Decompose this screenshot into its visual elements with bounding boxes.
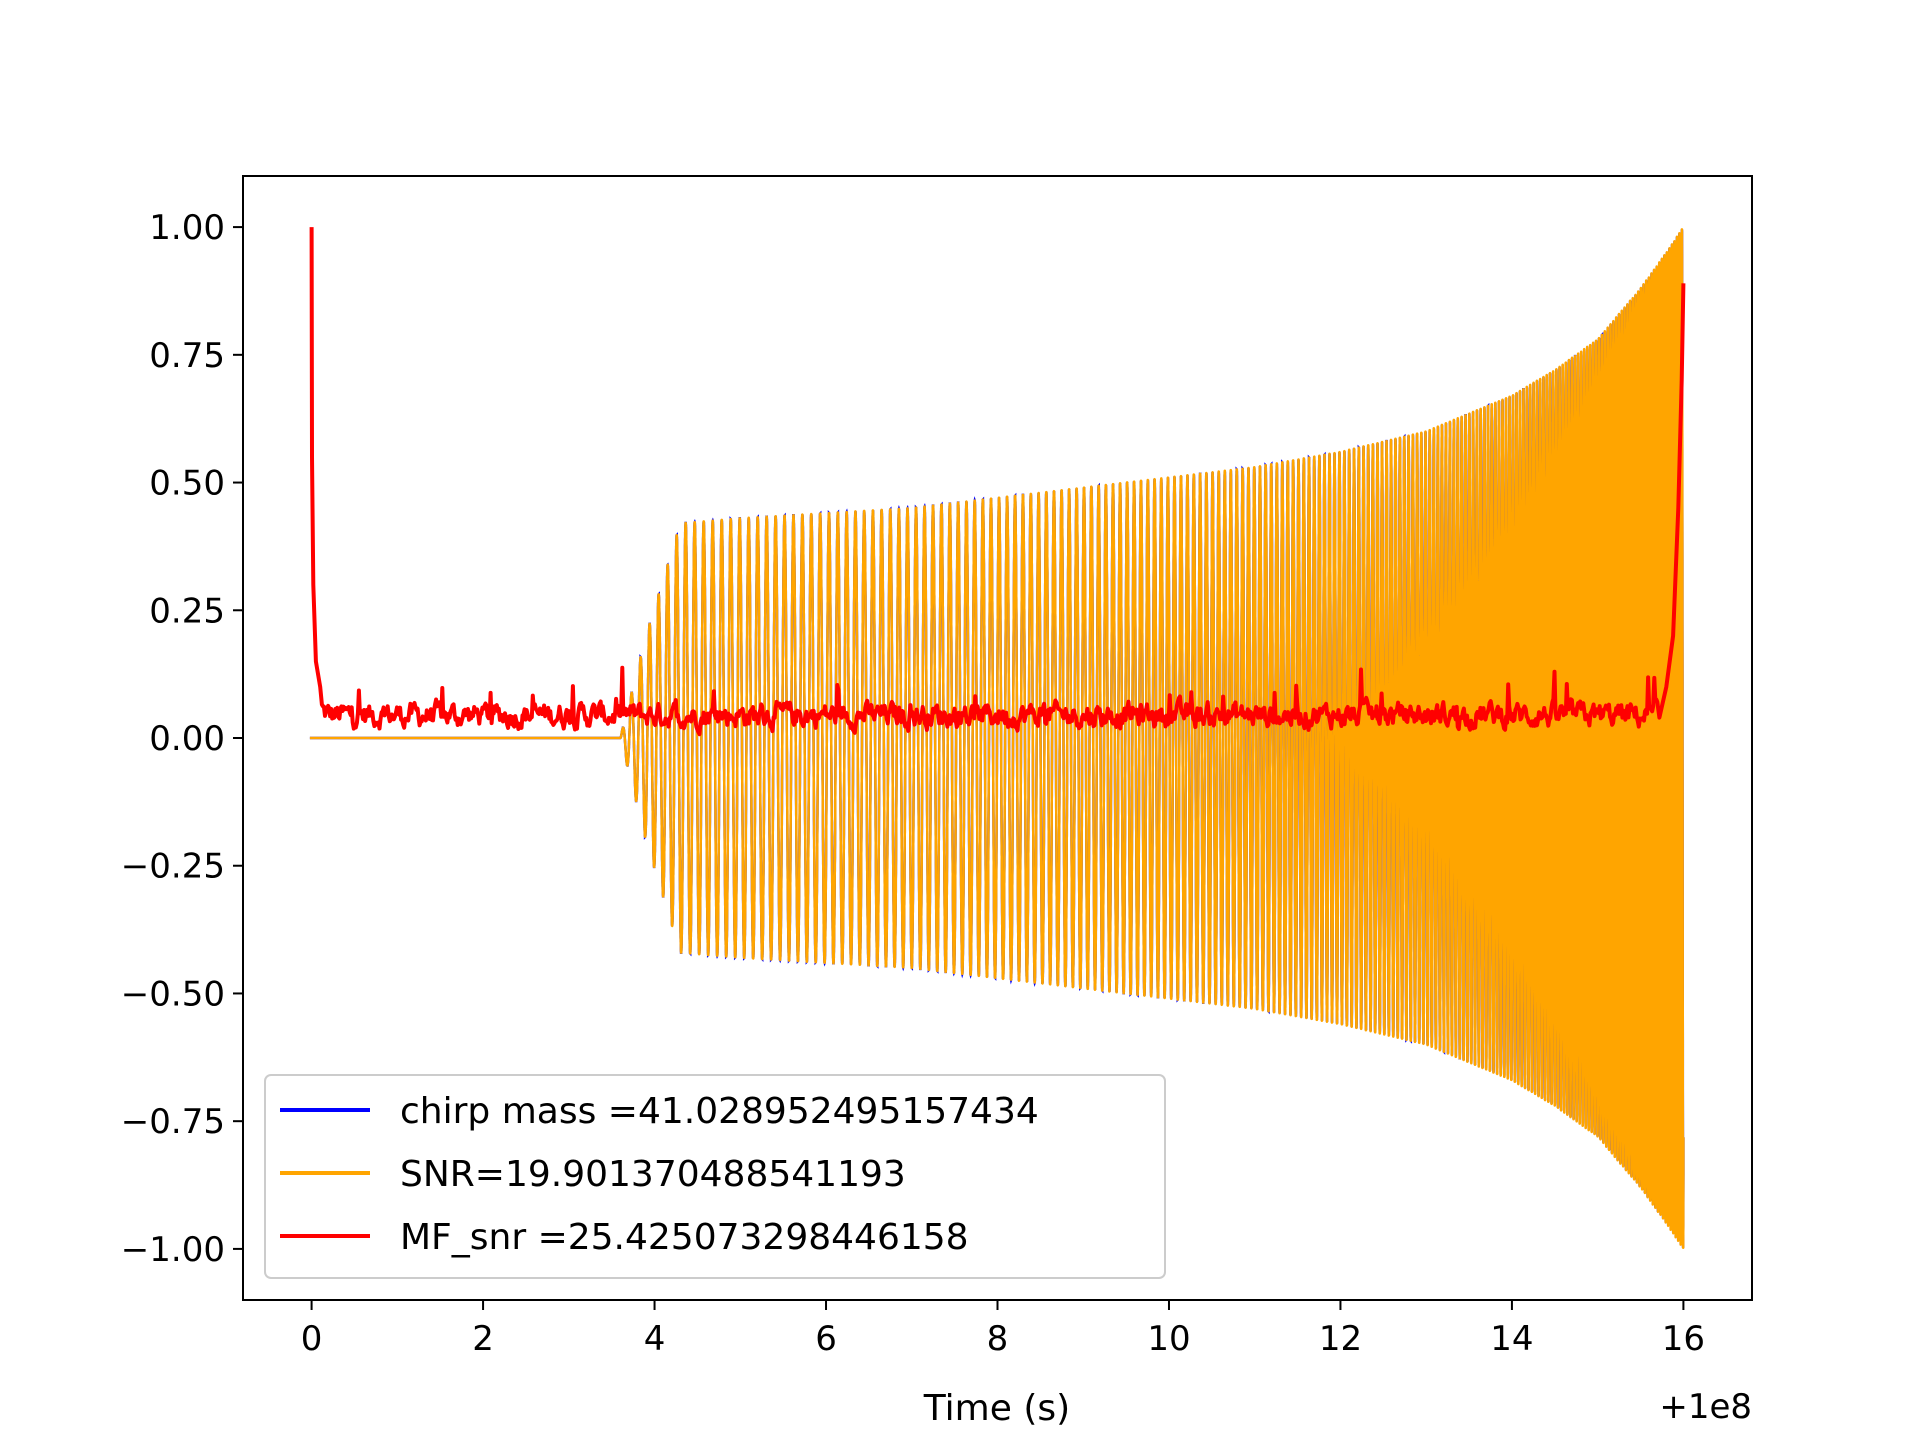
y-tick-label: −0.75	[121, 1102, 225, 1142]
x-axis: 0 2 4 6 8 10 12 14 16	[301, 1300, 1705, 1359]
legend-label-snr: SNR=19.901370488541193	[400, 1154, 906, 1195]
y-tick-label: 1.00	[149, 208, 225, 248]
x-tick-label: 8	[987, 1319, 1009, 1359]
y-tick-label: −0.25	[121, 847, 225, 887]
x-tick-label: 12	[1319, 1319, 1362, 1359]
x-tick-label: 0	[301, 1319, 323, 1359]
y-tick-label: 0.75	[149, 336, 225, 376]
y-tick-label: −1.00	[121, 1230, 225, 1270]
series-layer	[309, 227, 1686, 1250]
series-line-snr	[309, 228, 1685, 1250]
legend-box	[264, 1074, 1166, 1279]
x-tick-label: 10	[1147, 1319, 1190, 1359]
legend: chirp mass =41.028952495157434 SNR=19.90…	[264, 1074, 1166, 1279]
y-tick-label: 0.25	[149, 591, 225, 631]
legend-label-chirp-mass: chirp mass =41.028952495157434	[400, 1091, 1039, 1132]
x-tick-label: 2	[472, 1319, 494, 1359]
y-tick-label: −0.50	[121, 974, 225, 1014]
y-tick-label: 0.50	[149, 464, 225, 504]
legend-label-mf-snr: MF_snr =25.425073298446158	[400, 1217, 969, 1258]
x-axis-label: Time (s)	[923, 1388, 1070, 1429]
x-offset-text: +1e8	[1659, 1387, 1752, 1427]
x-tick-label: 16	[1662, 1319, 1705, 1359]
x-tick-label: 14	[1490, 1319, 1533, 1359]
x-tick-label: 4	[644, 1319, 666, 1359]
series-line-mf-snr	[309, 227, 1686, 737]
y-axis: 1.00 0.75 0.50 0.25 0.00 −0.25 −0.50 −0.75 −1.00	[121, 208, 243, 1270]
y-tick-label: 0.00	[149, 719, 225, 759]
x-tick-label: 6	[815, 1319, 837, 1359]
